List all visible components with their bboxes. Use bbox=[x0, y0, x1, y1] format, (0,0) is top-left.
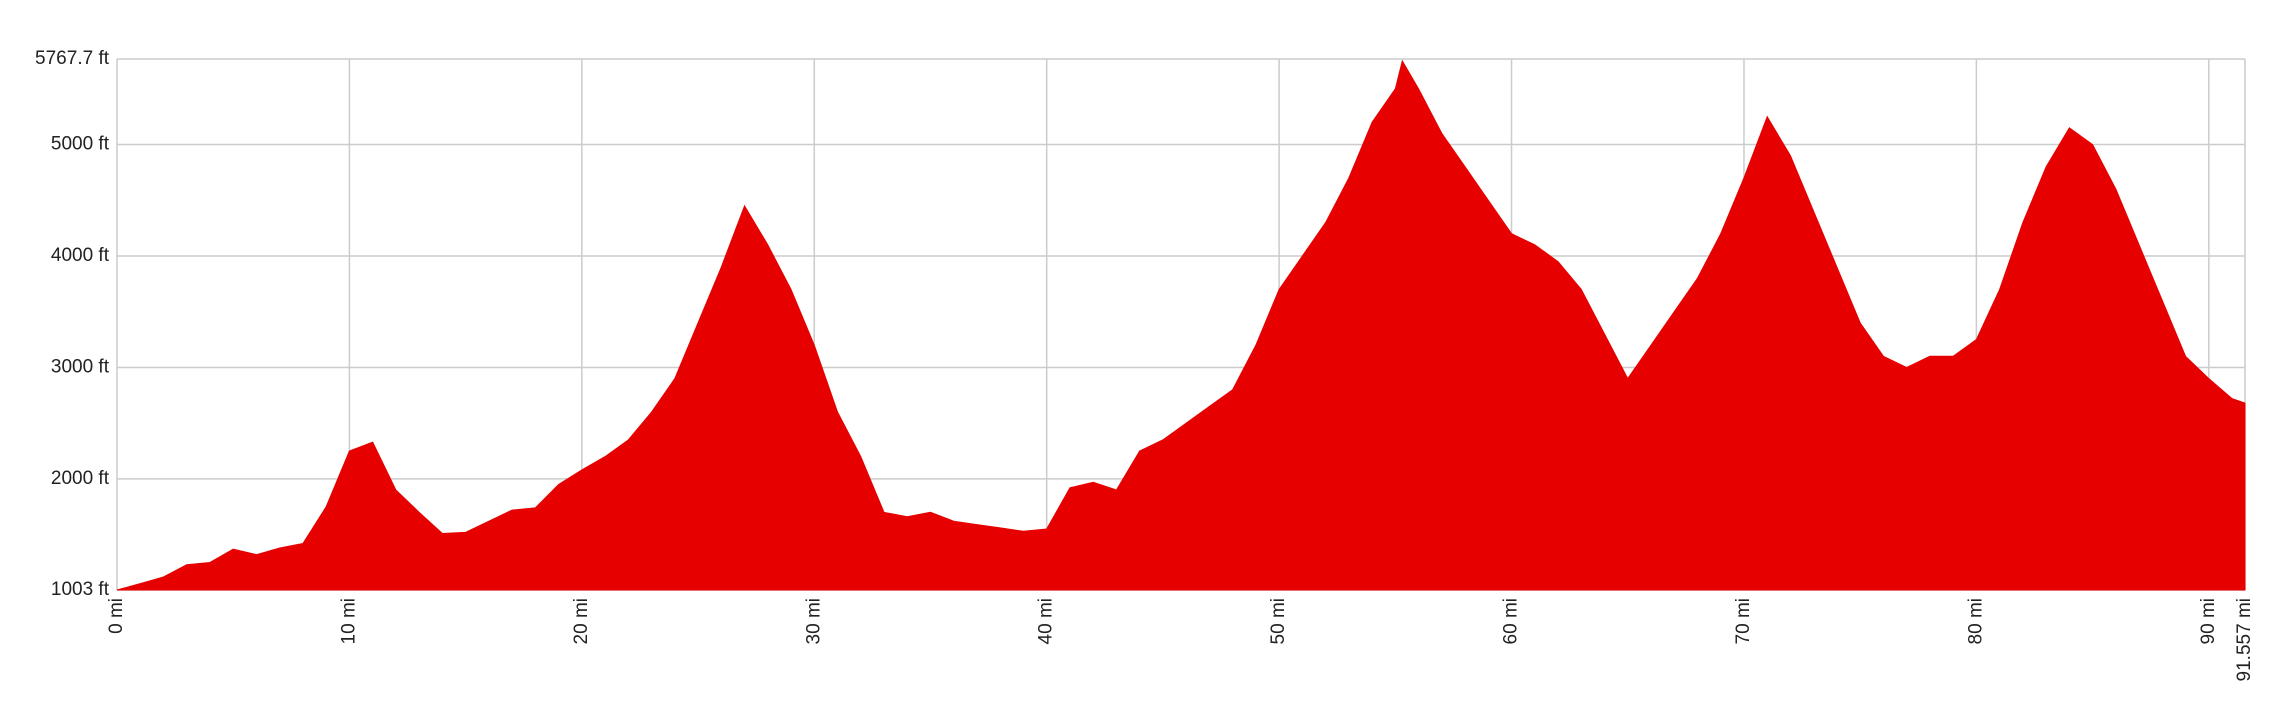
x-tick-label: 30 mi bbox=[803, 598, 824, 644]
y-tick-label: 4000 ft bbox=[51, 245, 110, 266]
x-tick-label: 20 mi bbox=[571, 598, 592, 644]
x-tick-label: 60 mi bbox=[1501, 598, 1522, 644]
x-tick-label: 91.557 mi bbox=[2234, 598, 2255, 681]
y-tick-label: 5000 ft bbox=[51, 134, 110, 155]
y-tick-label: 1003 ft bbox=[51, 579, 110, 600]
x-tick-label: 90 mi bbox=[2198, 598, 2219, 644]
x-tick-label: 50 mi bbox=[1268, 598, 1289, 644]
x-tick-label: 40 mi bbox=[1036, 598, 1057, 644]
y-tick-label: 2000 ft bbox=[51, 468, 110, 489]
x-tick-label: 70 mi bbox=[1733, 598, 1754, 644]
elevation-area bbox=[116, 59, 2246, 591]
x-tick-label: 80 mi bbox=[1965, 598, 1986, 644]
x-tick-label: 10 mi bbox=[338, 598, 359, 644]
y-tick-label: 5767.7 ft bbox=[35, 48, 110, 69]
y-tick-label: 3000 ft bbox=[51, 356, 110, 377]
x-tick-label: 0 mi bbox=[106, 598, 127, 634]
